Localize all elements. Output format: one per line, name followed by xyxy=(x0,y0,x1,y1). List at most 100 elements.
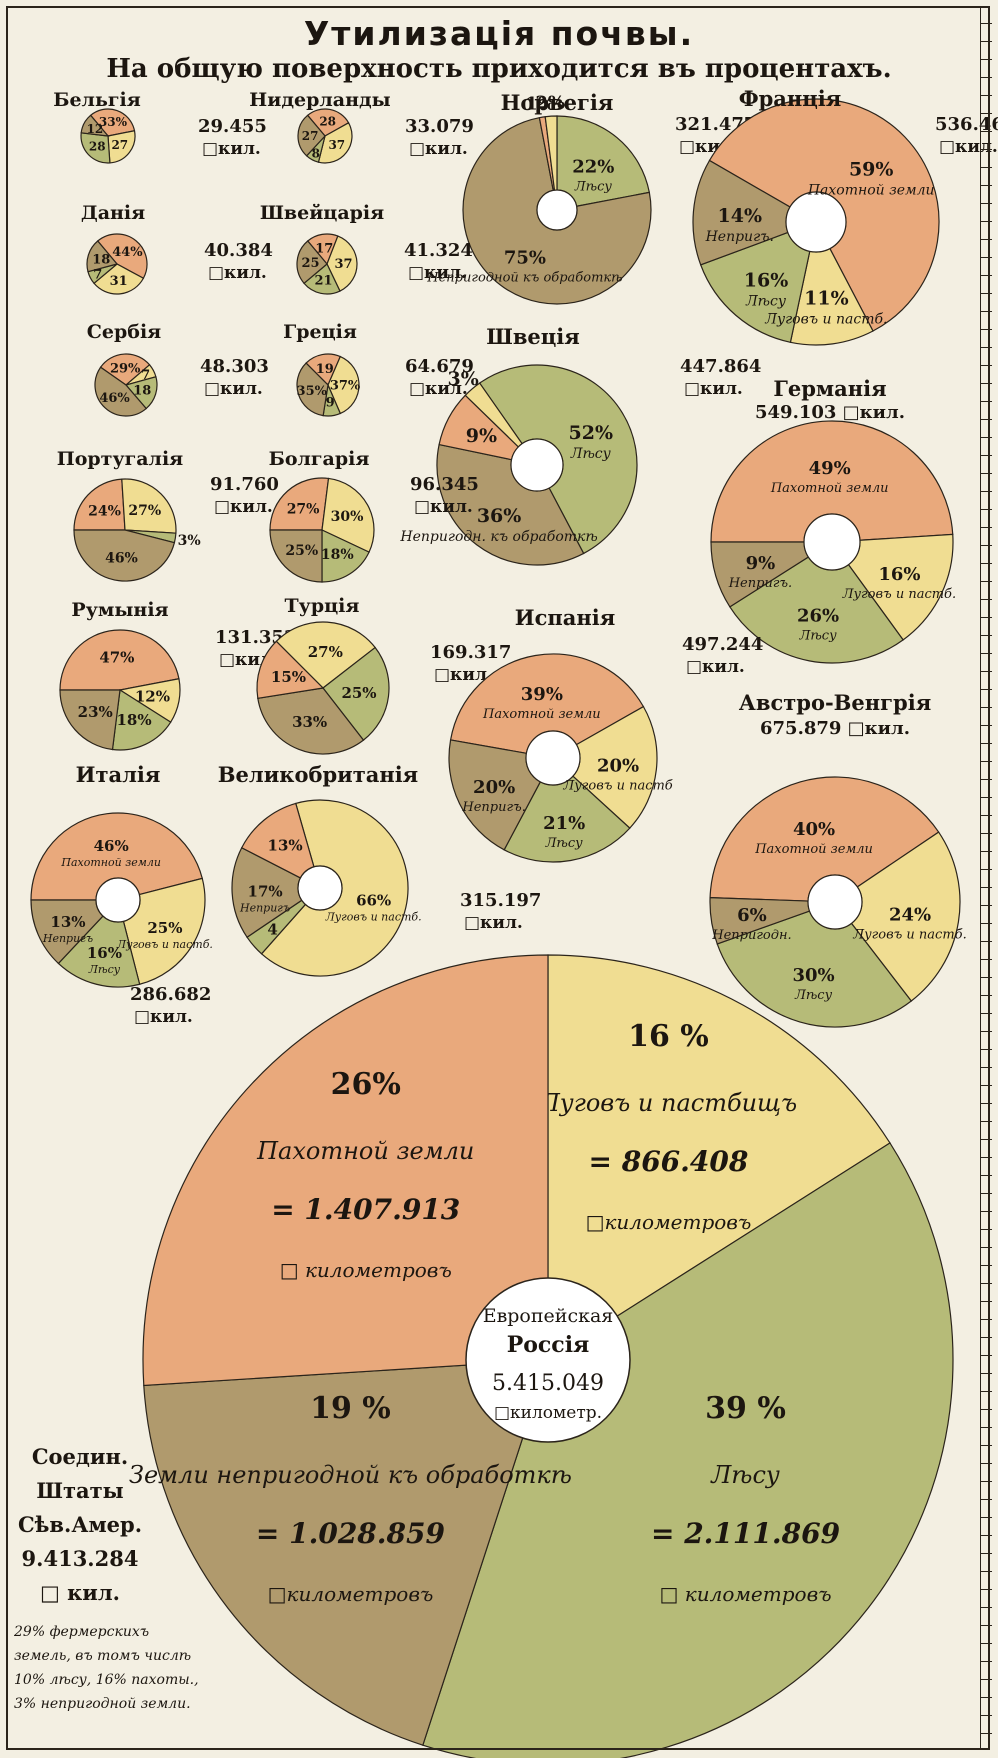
russia-name-1: Европейская xyxy=(483,1305,614,1327)
pie-13-label-3: 15% xyxy=(271,668,306,686)
russia-slice-2 xyxy=(143,1359,549,1746)
pie-12-slice-2 xyxy=(111,688,172,751)
pie-2-text-1: Непригодной къ обработкѣ xyxy=(426,270,622,285)
russia-hole xyxy=(465,1277,631,1443)
pie-5-label-1: 37 xyxy=(334,257,352,272)
country-name-3: Франція xyxy=(739,86,842,111)
country-name-9: Германія xyxy=(773,376,886,401)
russia-slice-1 xyxy=(422,1142,954,1758)
pie-11: 27% 30% 18%25% xyxy=(269,477,375,583)
country-name-17: Великобританія xyxy=(218,762,418,787)
country-area-4: 40.384 xyxy=(204,240,273,261)
pie-11-label-0: 27% xyxy=(287,501,320,517)
pie-russia: 16 % Луговъ и пастбищъ = 866.408 □километро… xyxy=(129,954,954,1758)
russia-name-2: Россія xyxy=(507,1332,590,1358)
country-name-14: Испанія xyxy=(515,605,615,630)
page-subtitle: На общую поверхность приходится въ проце… xyxy=(106,54,892,84)
country-unit-7: □кил. xyxy=(409,379,468,399)
pie-4: 44% 31 718 xyxy=(86,233,148,295)
pie-7-label-2: 9 xyxy=(326,395,335,410)
pie-13-label-0: 27% xyxy=(308,643,343,661)
pie-0: 33% 27 28 12 xyxy=(80,108,136,164)
pie-10-slice-1 xyxy=(121,478,177,534)
pie-15-text-2: Лѣсу xyxy=(794,988,833,1003)
pie-7-label-3: 35% xyxy=(297,384,328,399)
russia-text2-3: = 1.407.913 xyxy=(271,1193,460,1226)
country-name-12: Румынія xyxy=(71,599,168,621)
pie-16-label-3: 13% xyxy=(50,913,85,931)
pie-0-label-0: 33% xyxy=(99,115,128,129)
pie-15-text-1: Луговъ и пастб. xyxy=(852,927,966,942)
pie-3-text-3: Непригъ. xyxy=(705,229,774,245)
russia-text2-1: = 2.111.869 xyxy=(651,1517,840,1550)
pie-12-slice-0 xyxy=(59,629,180,691)
russia-slice-3 xyxy=(142,954,549,1387)
pie-0-slice-3 xyxy=(80,114,110,137)
pie-7-slice-1 xyxy=(327,355,360,415)
pie-9-text-2: Лѣсу xyxy=(798,628,837,643)
pie-1-label-0: 28 xyxy=(319,115,336,129)
pie-1-slice-1 xyxy=(317,122,353,164)
pie-8-text-0: Лѣсу xyxy=(570,446,612,462)
pie-14: 39% Пахотной земли 20% Луговъ и пастб 21% Лѣс… xyxy=(448,653,673,863)
ruler-strip xyxy=(980,6,992,1750)
country-area-10: 91.760 xyxy=(210,474,279,495)
pie-17-label-2: 17% xyxy=(248,883,283,901)
country-area-7: 64.679 xyxy=(405,356,474,377)
pie-14-label-2: 21% xyxy=(543,813,585,834)
russia-slice-0 xyxy=(547,954,891,1362)
pie-5-label-3: 25 xyxy=(302,256,320,271)
pie-16-text-2: Лѣсу xyxy=(88,963,121,976)
pie-1-slice-3 xyxy=(297,114,326,157)
pie-2-label-1: 75% xyxy=(504,247,546,268)
pie-17-label-3: 13% xyxy=(268,837,303,855)
russia-text1-0: Луговъ и пастбищъ xyxy=(539,1089,797,1117)
pie-8-label-1: 36% xyxy=(477,505,522,527)
country-name-16: Италія xyxy=(76,762,161,787)
pie-3: 59% Пахотной земли 11% Луговъ и пастб. 16% Лѣ… xyxy=(692,98,940,346)
usa-area: 9.413.284 xyxy=(21,1546,139,1571)
pie-2: 22% Лѣсу 75% Непригодной къ обработкѣ 1%2% xyxy=(426,93,652,305)
country-unit-4: □кил. xyxy=(208,263,267,283)
country-unit-0: □кил. xyxy=(202,139,261,159)
country-name-5: Швейцарія xyxy=(260,202,384,224)
pie-4-label-1: 31 xyxy=(110,274,128,289)
pie-0-slice-1 xyxy=(107,130,136,164)
russia-text1-3: Пахотной земли xyxy=(256,1137,474,1165)
country-name-13: Турція xyxy=(285,595,360,617)
pie-11-slice-1 xyxy=(321,477,375,553)
country-name-4: Данія xyxy=(81,202,145,224)
pie-5-label-0: 17 xyxy=(315,241,333,256)
country-area-5: 41.324 xyxy=(404,240,473,261)
pie-4-slice-1 xyxy=(93,263,145,295)
country-area-8: 447.864 xyxy=(680,356,761,377)
pie-6-slice-3 xyxy=(94,366,148,417)
pie-1-slice-0 xyxy=(306,108,350,137)
pie-14-label-3: 20% xyxy=(473,777,515,798)
pie-3-label-2: 16% xyxy=(744,270,789,292)
russia-text2-2: = 1.028.859 xyxy=(256,1517,445,1550)
pie-9-text-3: Непригъ. xyxy=(728,576,792,591)
pie-6-label-0: 29% xyxy=(110,362,141,377)
country-unit-6: □кил. xyxy=(204,379,263,399)
russia-text3-0: □километровъ xyxy=(586,1210,752,1234)
russia-percent-2: 19 % xyxy=(310,1391,391,1426)
usa-note: 29% фермерскихъ земель, въ томъ числѣ 10… xyxy=(14,1620,334,1716)
pie-8-hole xyxy=(510,438,564,492)
usa-line-1: Соедин. xyxy=(31,1444,129,1469)
country-area-11: 96.345 xyxy=(410,474,479,495)
pie-10-slice-3 xyxy=(73,529,176,582)
pie-7-label-0: 19 xyxy=(316,362,334,377)
pie-12-label-3: 23% xyxy=(78,703,113,721)
usa-note-line-3: 10% лѣсу, 16% пахоты., xyxy=(14,1672,199,1688)
pie-1-label-2: 8 xyxy=(312,146,320,160)
pie-5-slice-1 xyxy=(326,235,358,292)
usa-block: Соедин. Штаты Сѣв.Амер. 9.413.284 □ кил. xyxy=(10,1440,150,1610)
country-unit-17: □кил. xyxy=(464,913,523,933)
russia-percent-0: 16 % xyxy=(628,1019,709,1054)
pie-14-text-1: Луговъ и пастб xyxy=(562,779,672,794)
pie-14-label-0: 39% xyxy=(521,684,563,705)
pie-13-slice-0 xyxy=(275,621,376,689)
country-area-15: 675.879 □кил. xyxy=(760,718,910,739)
pie-11-slice-0 xyxy=(269,477,330,531)
